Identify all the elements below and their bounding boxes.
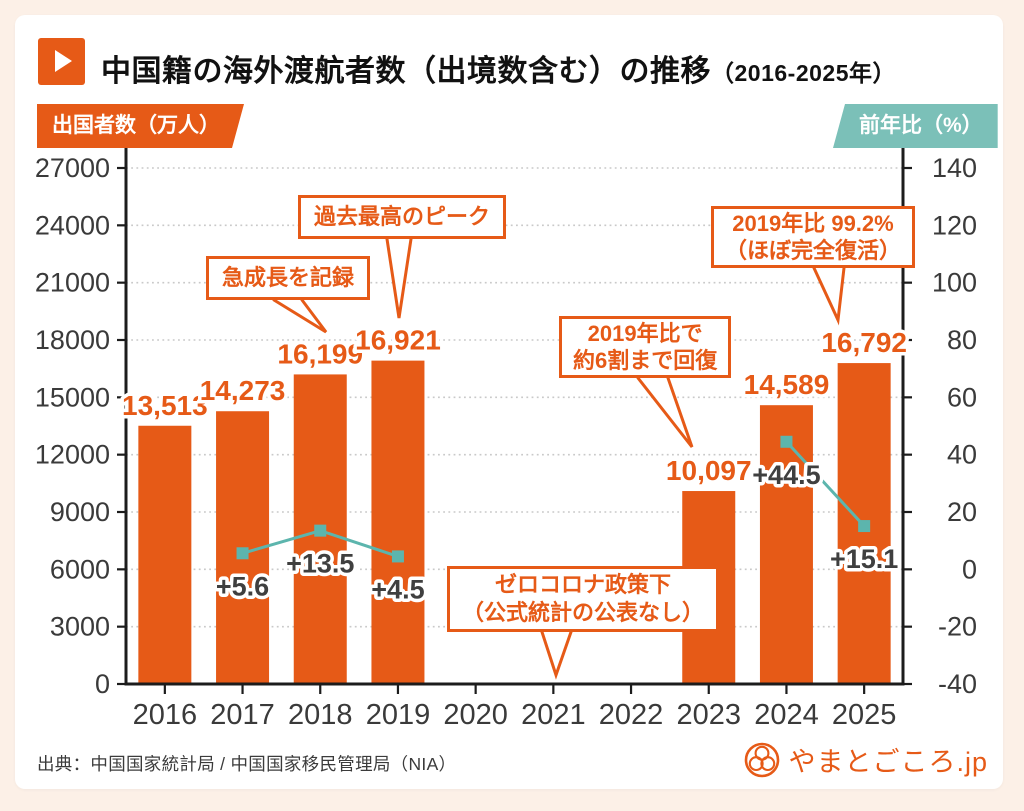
x-tick-label: 2020 [443, 699, 508, 731]
x-tick-label: 2021 [521, 699, 586, 731]
pct-marker-2024 [780, 435, 793, 448]
left-tick-label: 15000 [35, 382, 110, 412]
right-tick-label: 0 [962, 554, 977, 584]
pct-label-2019: +4.5 [371, 574, 424, 604]
right-tick-label: 140 [932, 153, 977, 183]
x-tick-label: 2017 [210, 699, 275, 731]
x-tick-label: 2022 [599, 699, 664, 731]
x-tick-label: 2019 [366, 699, 431, 731]
bar-label-2018: 16,199 [277, 338, 363, 369]
pct-label-2024: +44.5 [752, 460, 820, 490]
left-tick-label: 6000 [50, 554, 110, 584]
pct-label-2018: +13.5 [286, 549, 354, 579]
left-tick-label: 24000 [35, 210, 110, 240]
x-tick-label: 2016 [133, 699, 198, 731]
pct-marker-2017 [236, 547, 249, 560]
left-tick-label: 9000 [50, 497, 110, 527]
title-period: （2016-2025年） [711, 60, 896, 86]
callout-tail-growth [272, 298, 328, 334]
callout-zerocovid: ゼロコロナ政策下 （公式統計の公表なし） [447, 566, 720, 632]
bar-label-2025: 16,792 [821, 327, 907, 358]
left-tick-label: 0 [95, 669, 110, 699]
pct-label-2017: +5.6 [216, 571, 269, 601]
bar-label-2016: 13,513 [122, 390, 208, 421]
callout-recovery99: 2019年比 99.2% （ほぼ完全復活） [711, 206, 916, 268]
source-credit: 出典：中国国家統計局 / 中国国家移民管理局（NIA） [37, 754, 457, 774]
right-tick-label: 120 [932, 210, 977, 240]
bar-2024 [759, 405, 813, 684]
pct-label-2025: +15.1 [830, 544, 898, 574]
right-tick-label: 40 [947, 440, 977, 470]
pct-marker-2025 [858, 520, 871, 533]
callout-growth: 急成長を記録 [206, 256, 371, 300]
right-tick-label: -40 [938, 669, 977, 699]
callout-recovery60: 2019年比で 約6割まで回復 [559, 316, 732, 378]
right-tick-label: 80 [947, 325, 977, 355]
bar-label-2019: 16,921 [355, 325, 441, 356]
x-tick-label: 2025 [832, 699, 897, 731]
right-tick-label: 100 [932, 268, 977, 298]
x-tick-label: 2024 [754, 699, 819, 731]
right-tick-label: 20 [947, 497, 977, 527]
title-main: 中国籍の海外渡航者数（出境数含む）の推移 [101, 55, 711, 88]
pct-marker-2019 [391, 550, 404, 563]
x-tick-label: 2023 [676, 699, 741, 731]
x-tick-label: 2018 [288, 699, 353, 731]
callout-tail-zerocovid [540, 630, 573, 680]
pct-marker-2018 [314, 524, 327, 537]
logo-mark-icon [745, 742, 780, 777]
left-tick-label: 27000 [35, 153, 110, 183]
callout-tail-recovery99 [812, 266, 846, 326]
callout-tail-recovery60 [636, 376, 694, 448]
bar-2019 [371, 360, 425, 684]
pct-line [785, 440, 866, 528]
bar-label-2017: 14,273 [200, 375, 286, 406]
logo-text: やまとごころ.jp [788, 747, 988, 777]
play-triangle-icon [55, 50, 72, 72]
page-title: 中国籍の海外渡航者数（出境数含む）の推移（2016-2025年） [101, 46, 896, 90]
left-tick-label: 21000 [35, 268, 110, 298]
left-tick-label: 3000 [50, 612, 110, 642]
left-tick-label: 18000 [35, 325, 110, 355]
right-axis-badge: 前年比（%） [833, 104, 998, 148]
bar-label-2024: 14,589 [744, 369, 830, 400]
callout-tail-peak [385, 237, 413, 319]
right-tick-label: -20 [938, 612, 977, 642]
play-icon [38, 38, 85, 85]
bar-2016 [138, 425, 192, 684]
left-tick-label: 12000 [35, 440, 110, 470]
bar-label-2023: 10,097 [666, 455, 752, 486]
callout-peak: 過去最高のピーク [298, 195, 507, 239]
left-axis-badge: 出国者数（万人） [37, 104, 244, 148]
site-logo[interactable]: やまとごころ.jp [743, 740, 988, 779]
right-tick-label: 60 [947, 382, 977, 412]
